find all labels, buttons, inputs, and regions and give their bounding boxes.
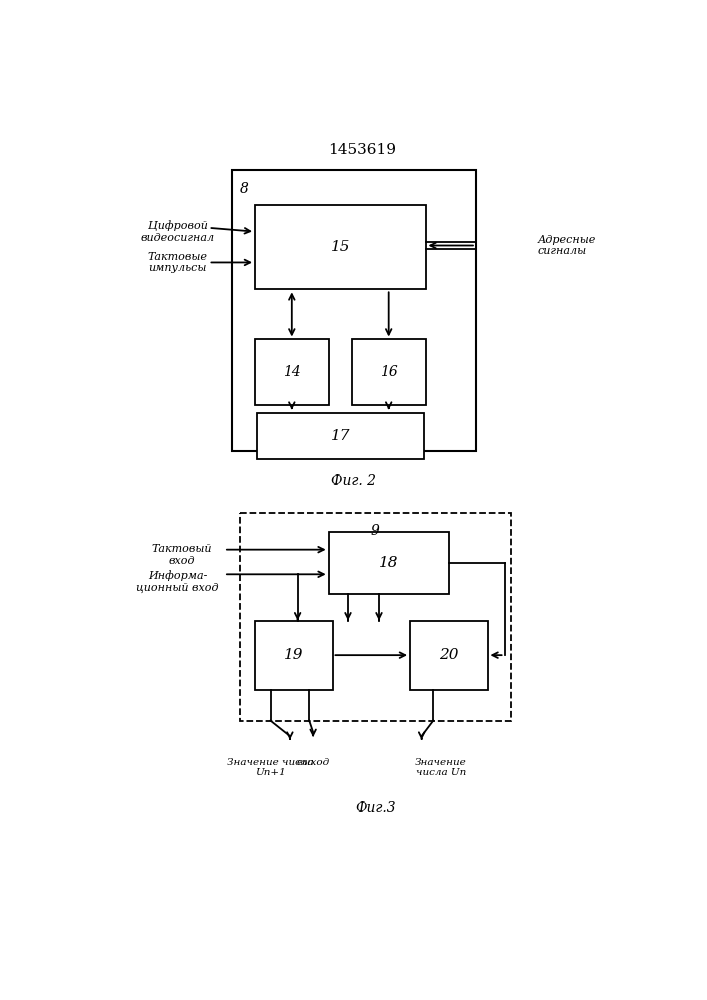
Bar xyxy=(232,170,476,451)
Text: 20: 20 xyxy=(439,648,459,662)
Text: 15: 15 xyxy=(330,240,350,254)
Bar xyxy=(255,205,426,289)
Bar xyxy=(255,339,329,405)
Text: Значение
числа Un: Значение числа Un xyxy=(415,758,467,777)
Text: выход: выход xyxy=(296,758,329,767)
Text: Фиг. 2: Фиг. 2 xyxy=(332,474,376,488)
Text: 1453619: 1453619 xyxy=(328,143,396,157)
Bar xyxy=(410,620,488,690)
Text: Значение числа
Un+1: Значение числа Un+1 xyxy=(227,758,314,777)
Text: 18: 18 xyxy=(379,556,399,570)
Bar xyxy=(240,513,510,721)
Text: Цифровой
видеосигнал: Цифровой видеосигнал xyxy=(141,220,214,243)
Text: 17: 17 xyxy=(331,429,351,443)
Text: 9: 9 xyxy=(370,524,380,538)
Bar xyxy=(257,413,424,459)
Text: 16: 16 xyxy=(380,365,397,379)
Bar xyxy=(329,532,449,594)
Text: 8: 8 xyxy=(240,182,248,196)
Text: Адресные
сигналы: Адресные сигналы xyxy=(538,235,596,256)
Bar xyxy=(352,339,426,405)
Text: Информа-
ционный вход: Информа- ционный вход xyxy=(136,571,218,593)
Text: Тактовый
вход: Тактовый вход xyxy=(151,544,211,566)
Bar xyxy=(255,620,332,690)
Text: Фиг.3: Фиг.3 xyxy=(355,801,395,815)
Text: 14: 14 xyxy=(283,365,300,379)
Text: 19: 19 xyxy=(284,648,303,662)
Text: Тактовые
импульсы: Тактовые импульсы xyxy=(148,252,207,273)
